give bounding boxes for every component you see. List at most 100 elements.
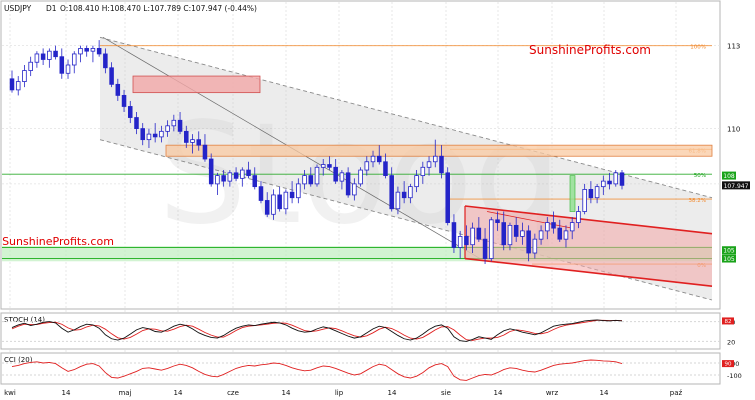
candle-body [333,166,338,182]
candle-body [177,119,183,132]
x-tick-label: cze [227,389,239,397]
candle-body [445,172,450,223]
stoch-title: STOCH (14) [4,316,45,324]
x-tick-label: 14 [282,389,291,397]
level-badge [722,246,736,255]
cci-badge-label: 90 [725,362,732,368]
candle-body [190,139,195,143]
candle-body [264,200,270,215]
cci-tick-label: -100 [727,372,742,380]
stoch-badge-label: 82 [725,319,732,325]
candle-body [389,175,394,210]
candle-body [482,238,488,259]
candle-body [196,139,202,146]
candle-body [432,155,438,163]
fib-resistance-zone [165,144,713,157]
cci-title: CCI (20) [4,356,33,364]
candle-body [582,189,587,212]
candle-body [171,119,177,127]
candle-body [202,144,208,160]
cci-line [11,359,623,381]
stoch-panel-frame [0,312,721,350]
candle-body [277,194,282,210]
candle-body [246,169,251,176]
resistance-zone [132,75,261,94]
candle-body [103,53,108,69]
candle-body [476,227,482,240]
gap-marker [569,175,576,212]
price-badge [722,181,750,190]
fib-level-label: 50% [694,173,706,179]
candle-body [327,164,332,168]
candle-body [601,180,606,188]
candle-body [78,48,83,55]
x-tick-label: lip [335,389,344,397]
candle-body [140,128,145,141]
price-badge-label: 107.947 [724,183,749,190]
x-tick-label: maj [118,389,131,397]
candle-body [109,67,114,85]
candle-body [15,81,21,91]
candle-body [127,106,133,118]
candle-body [271,194,276,215]
brand-left: SunshineProfits.com [2,235,114,248]
candle-body [569,222,575,232]
candle-body [34,53,40,63]
price-badge-label: 108 [723,173,735,180]
candle-body [302,175,307,185]
candle-body [28,61,33,71]
candle-body [408,186,413,199]
candle-body [40,53,46,60]
candle-body [532,238,538,254]
candle-body [563,230,569,240]
candle-body [451,222,457,248]
candle-body [146,133,152,141]
candle-body [159,130,164,138]
level-badge [722,254,736,263]
candle-body [464,236,469,246]
candlesticks [9,40,625,265]
candle-body [557,227,563,240]
candle-body [414,175,419,188]
x-tick-label: 14 [600,389,609,397]
candle-body [607,180,612,185]
candle-body [184,130,189,143]
header-symbol: USDJPY [4,4,32,13]
price-panel: Stooq 100%61.8%50%38.2%0% USDJPY D1 O:10… [0,0,721,384]
candle-body [526,230,531,254]
candle-body [9,78,15,91]
candle-body [364,161,370,171]
candle-body [233,172,239,179]
candle-body [134,117,139,129]
channel-upper-line [99,36,713,199]
y-tick-label: 110 [727,126,740,134]
candle-body [401,191,407,199]
candle-body [383,161,388,176]
candle-body [594,186,600,199]
candle-body [208,158,214,185]
header-ohlc: O:108.410 H:108.470 L:107.789 C:107.947 … [60,4,257,13]
candle-body [426,161,432,168]
fib-level-label: 100% [690,45,706,51]
stoch-panel: STOCH (14) 802082 [0,312,735,350]
candle-body [345,172,351,196]
candle-body [352,183,357,196]
candle-body [320,164,326,168]
candle-body [283,191,289,210]
red-channel-inner [486,211,573,229]
candle-body [115,83,121,96]
candle-body [588,189,594,199]
red-channel-upper [464,205,713,235]
candle-body [489,219,494,259]
time-axis: kwi 14 maj 14 cze 14 lip 14 sie 14 wrz 14 paź [4,389,682,397]
candle-body [613,172,619,185]
header-timeframe: D1 [46,4,57,13]
candle-body [507,224,513,246]
candle-body [495,219,500,223]
candle-body [314,166,320,185]
candle-body [457,236,463,248]
stoch-d-line [11,319,622,341]
candle-body [53,50,58,58]
